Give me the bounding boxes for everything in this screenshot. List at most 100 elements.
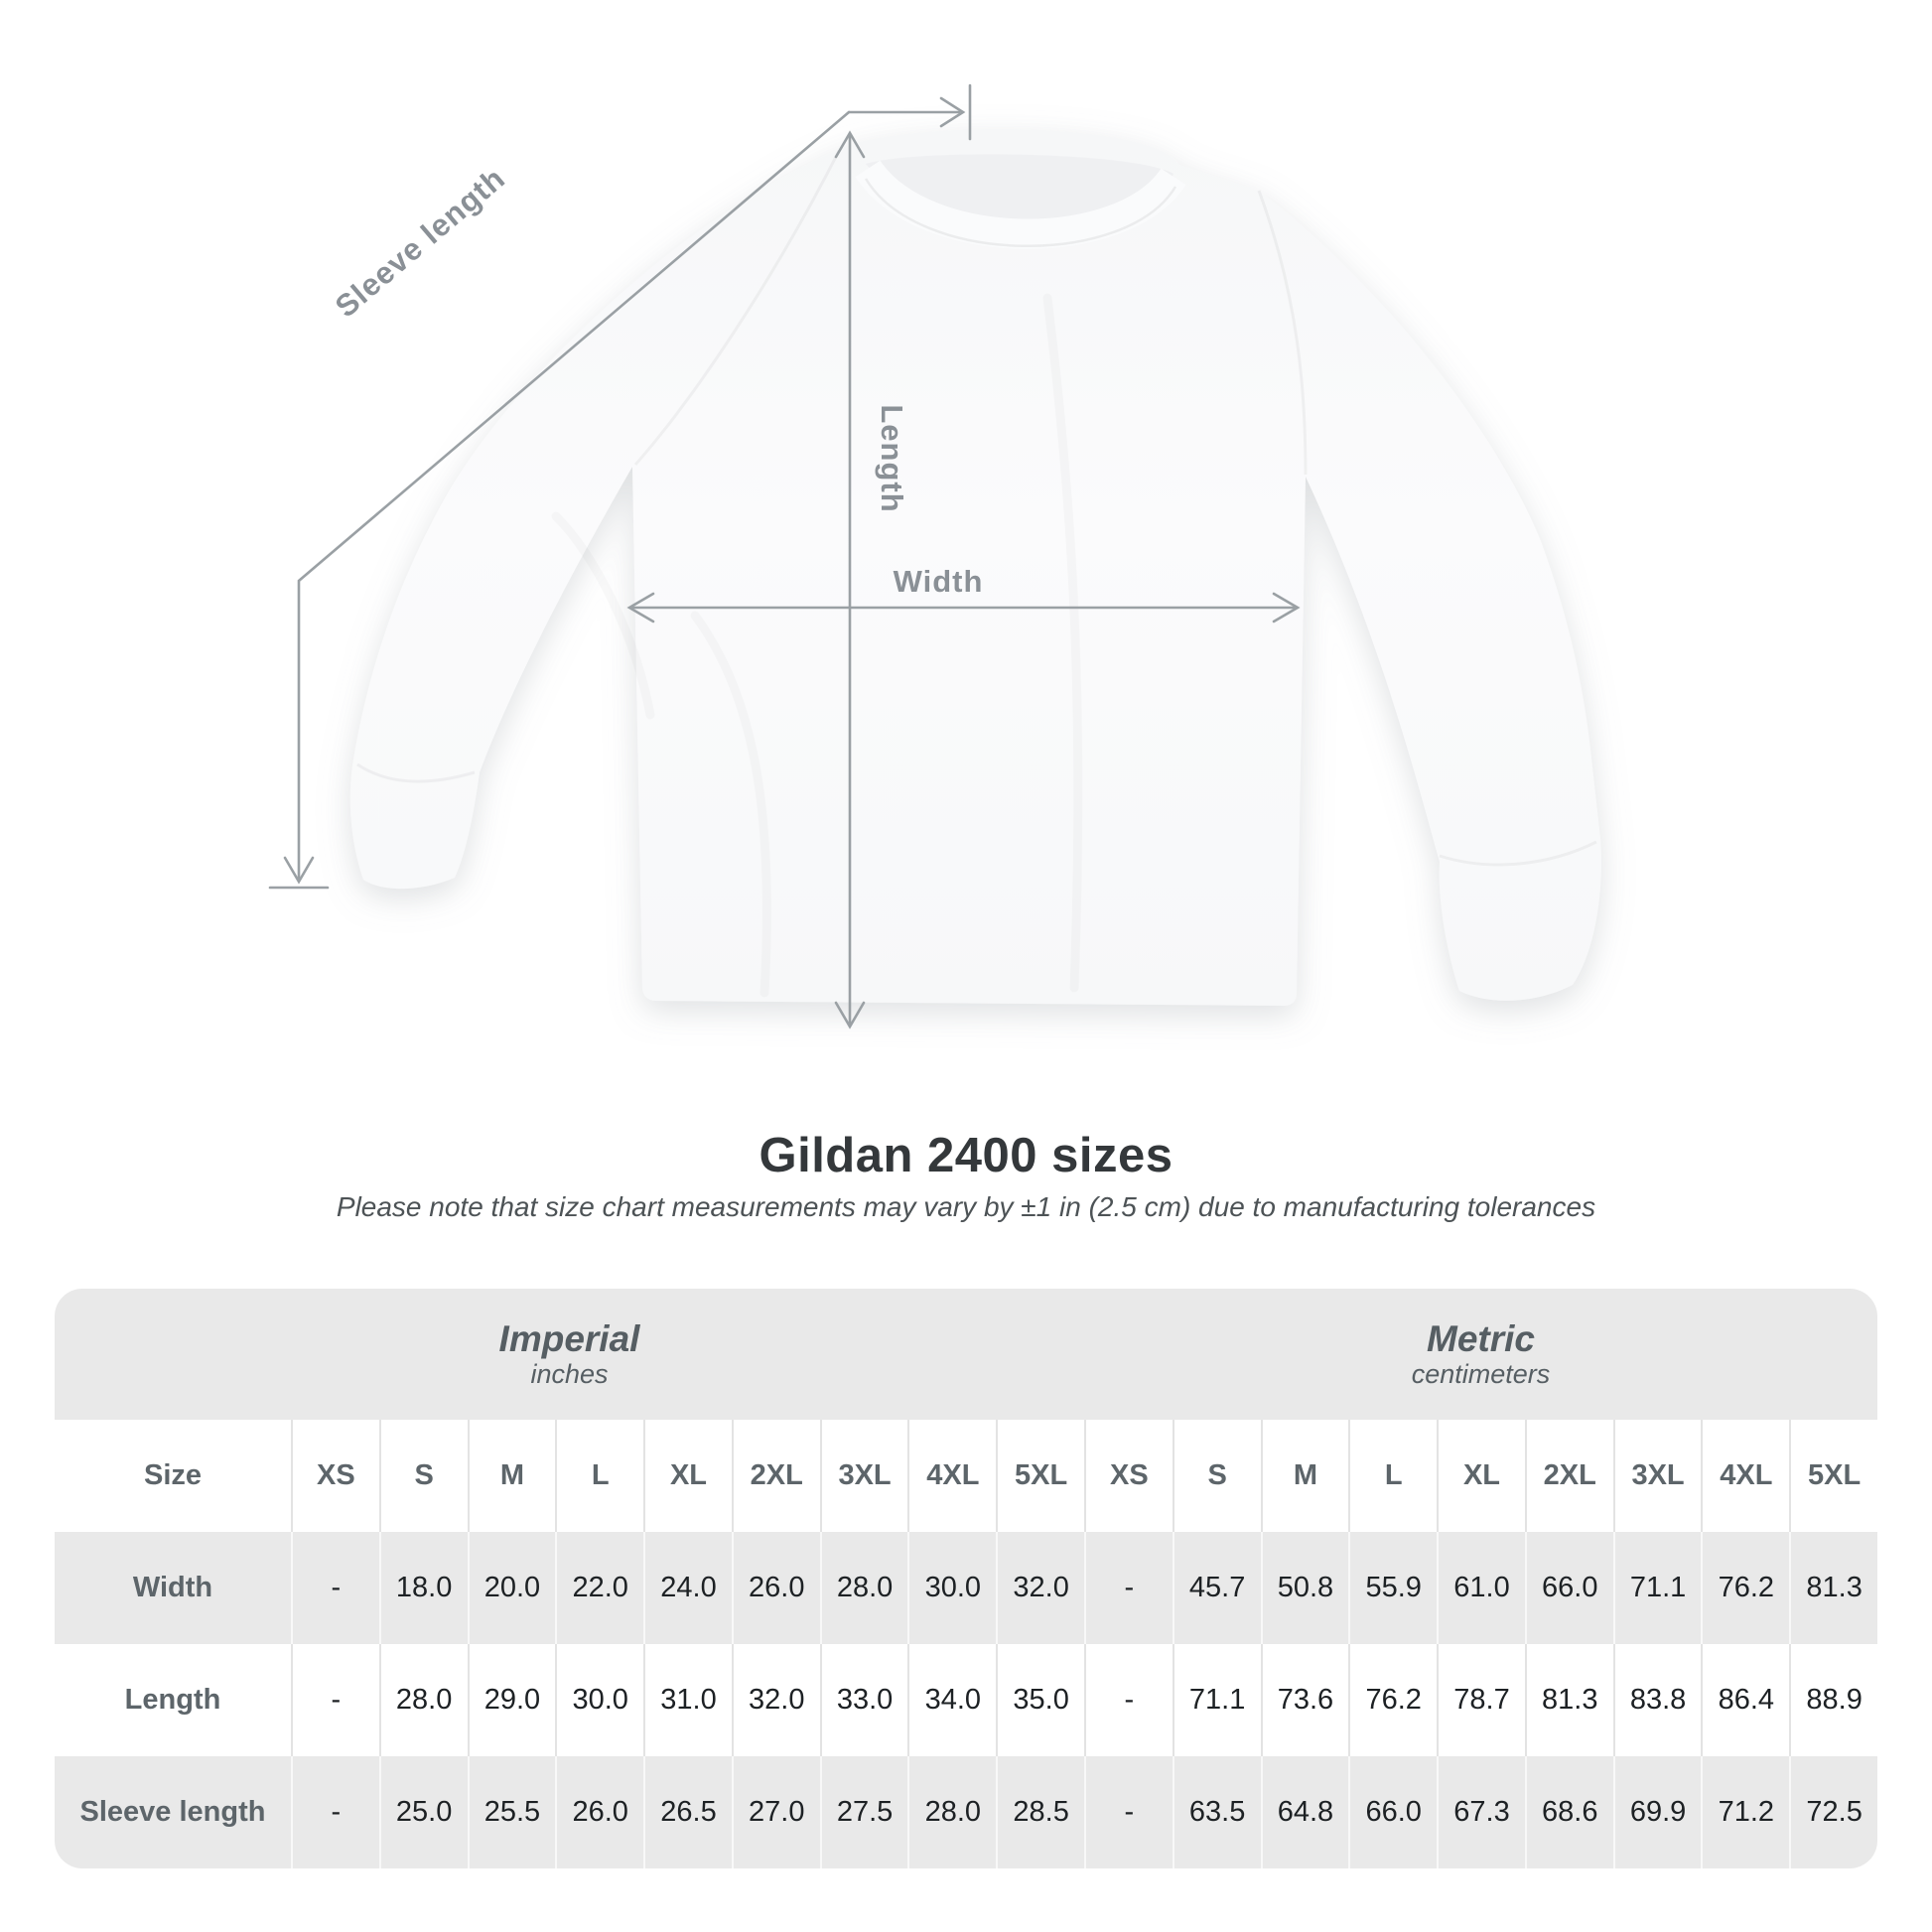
sleeve-length-arrowhead-down bbox=[283, 856, 315, 885]
tolerance-note: Please note that size chart measurements… bbox=[336, 1191, 1596, 1222]
row-label: Width bbox=[132, 1572, 213, 1603]
size-header-imperial-s: S bbox=[378, 1420, 468, 1532]
sleeve-imperial-xs: - bbox=[291, 1756, 379, 1868]
row-label: Sleeve length bbox=[79, 1796, 266, 1828]
sleeve-imperial-l: 26.0 bbox=[555, 1756, 643, 1868]
long-sleeve-shirt bbox=[349, 128, 1601, 1006]
sleeve-imperial-xl: 26.5 bbox=[643, 1756, 732, 1868]
measurement-lines bbox=[268, 83, 1301, 1030]
collar-band bbox=[855, 160, 1186, 249]
width-metric-3xl: 71.1 bbox=[1612, 1532, 1702, 1644]
width-imperial-4xl: 30.0 bbox=[907, 1532, 996, 1644]
length-metric-2xl: 81.3 bbox=[1524, 1644, 1613, 1756]
unit-group-header: Imperial inches Metric centimeters bbox=[55, 1289, 1877, 1420]
length-imperial-5xl: 35.0 bbox=[996, 1644, 1084, 1756]
size-header-imperial-l: L bbox=[555, 1420, 643, 1532]
sleeve-metric-l: 66.0 bbox=[1348, 1756, 1437, 1868]
size-header-imperial-xs: XS bbox=[291, 1420, 379, 1532]
width-metric-s: 45.7 bbox=[1172, 1532, 1261, 1644]
sleeve-metric-s: 63.5 bbox=[1172, 1756, 1261, 1868]
length-metric-4xl: 86.4 bbox=[1701, 1644, 1789, 1756]
width-label: Width bbox=[894, 564, 984, 599]
row-label: Length bbox=[124, 1684, 221, 1716]
size-header-metric-m: M bbox=[1260, 1420, 1349, 1532]
shirt-seams bbox=[356, 150, 1597, 867]
sleeve-imperial-5xl: 28.5 bbox=[996, 1756, 1084, 1868]
sleeve-length-arrowhead-right bbox=[939, 96, 966, 128]
width-metric-xl: 61.0 bbox=[1437, 1532, 1525, 1644]
imperial-label: Imperial bbox=[498, 1318, 640, 1359]
size-header-metric-4xl: 4XL bbox=[1701, 1420, 1789, 1532]
length-metric-m: 73.6 bbox=[1260, 1644, 1349, 1756]
imperial-unit: inches bbox=[530, 1359, 609, 1389]
width-imperial-l: 22.0 bbox=[555, 1532, 643, 1644]
metric-label: Metric bbox=[1427, 1318, 1535, 1359]
sleeve-metric-5xl: 72.5 bbox=[1789, 1756, 1877, 1868]
width-imperial-s: 18.0 bbox=[378, 1532, 468, 1644]
sleeve-imperial-s: 25.0 bbox=[378, 1756, 468, 1868]
length-metric-5xl: 88.9 bbox=[1789, 1644, 1877, 1756]
size-header-metric-5xl: 5XL bbox=[1789, 1420, 1877, 1532]
width-imperial-5xl: 32.0 bbox=[996, 1532, 1084, 1644]
sleeve-metric-m: 64.8 bbox=[1260, 1756, 1349, 1868]
size-header-metric-l: L bbox=[1348, 1420, 1437, 1532]
width-metric-m: 50.8 bbox=[1260, 1532, 1349, 1644]
sleeve-metric-4xl: 71.2 bbox=[1701, 1756, 1789, 1868]
width-metric-5xl: 81.3 bbox=[1789, 1532, 1877, 1644]
shirt-body bbox=[349, 128, 1601, 1006]
size-chart-table: Imperial inches Metric centimeters Size … bbox=[55, 1289, 1877, 1868]
width-metric-4xl: 76.2 bbox=[1701, 1532, 1789, 1644]
width-metric-2xl: 66.0 bbox=[1524, 1532, 1613, 1644]
table-row-length: Length - 28.0 29.0 30.0 31.0 32.0 33.0 3… bbox=[55, 1644, 1877, 1756]
metric-unit: centimeters bbox=[1411, 1359, 1551, 1389]
length-arrowhead-down bbox=[834, 1001, 866, 1030]
size-header-imperial-5xl: 5XL bbox=[996, 1420, 1084, 1532]
sleeve-imperial-m: 25.5 bbox=[467, 1756, 556, 1868]
length-imperial-xl: 31.0 bbox=[643, 1644, 732, 1756]
sleeve-imperial-3xl: 27.5 bbox=[819, 1756, 908, 1868]
table-row-sleeve-length: Sleeve length - 25.0 25.5 26.0 26.5 27.0… bbox=[55, 1756, 1877, 1868]
length-imperial-3xl: 33.0 bbox=[819, 1644, 908, 1756]
size-header-row: Size XS S M L XL 2XL 3XL 4XL 5XL XS S M … bbox=[55, 1420, 1877, 1532]
length-line bbox=[834, 130, 866, 1030]
sleeve-metric-xs: - bbox=[1084, 1756, 1173, 1868]
size-header-metric-3xl: 3XL bbox=[1612, 1420, 1702, 1532]
sleeve-metric-3xl: 69.9 bbox=[1612, 1756, 1702, 1868]
length-imperial-s: 28.0 bbox=[378, 1644, 468, 1756]
sleeve-metric-2xl: 68.6 bbox=[1524, 1756, 1613, 1868]
width-imperial-xl: 24.0 bbox=[643, 1532, 732, 1644]
width-imperial-3xl: 28.0 bbox=[819, 1532, 908, 1644]
length-metric-l: 76.2 bbox=[1348, 1644, 1437, 1756]
sleeve-length-label: Sleeve length bbox=[329, 161, 512, 325]
width-imperial-2xl: 26.0 bbox=[731, 1532, 820, 1644]
page-title: Gildan 2400 sizes bbox=[759, 1129, 1173, 1182]
width-arrowhead-left bbox=[626, 592, 655, 623]
size-header-metric-s: S bbox=[1172, 1420, 1261, 1532]
shirt-measurement-diagram: Sleeve length Length Width bbox=[268, 83, 1601, 1030]
shirt-diagram-svg: Sleeve length Length Width bbox=[268, 83, 1601, 1030]
length-imperial-4xl: 34.0 bbox=[907, 1644, 996, 1756]
size-header-imperial-xl: XL bbox=[643, 1420, 732, 1532]
length-imperial-xs: - bbox=[291, 1644, 379, 1756]
size-header-imperial-2xl: 2XL bbox=[731, 1420, 820, 1532]
length-metric-xs: - bbox=[1084, 1644, 1173, 1756]
size-header-imperial-m: M bbox=[467, 1420, 556, 1532]
sleeve-metric-xl: 67.3 bbox=[1437, 1756, 1525, 1868]
length-arrowhead-up bbox=[834, 130, 866, 159]
size-header-metric-2xl: 2XL bbox=[1524, 1420, 1613, 1532]
group-header-imperial: Imperial inches bbox=[55, 1289, 1084, 1420]
length-imperial-2xl: 32.0 bbox=[731, 1644, 820, 1756]
length-label: Length bbox=[875, 404, 909, 512]
length-metric-s: 71.1 bbox=[1172, 1644, 1261, 1756]
table-row-width: Width - 18.0 20.0 22.0 24.0 26.0 28.0 30… bbox=[55, 1532, 1877, 1644]
size-header-metric-xs: XS bbox=[1084, 1420, 1173, 1532]
size-header-imperial-4xl: 4XL bbox=[907, 1420, 996, 1532]
size-corner-label: Size bbox=[143, 1459, 203, 1491]
width-line bbox=[626, 592, 1301, 623]
size-header-imperial-3xl: 3XL bbox=[819, 1420, 908, 1532]
width-metric-l: 55.9 bbox=[1348, 1532, 1437, 1644]
length-imperial-l: 30.0 bbox=[555, 1644, 643, 1756]
length-metric-3xl: 83.8 bbox=[1612, 1644, 1702, 1756]
width-metric-xs: - bbox=[1084, 1532, 1173, 1644]
group-header-metric: Metric centimeters bbox=[1084, 1289, 1877, 1420]
